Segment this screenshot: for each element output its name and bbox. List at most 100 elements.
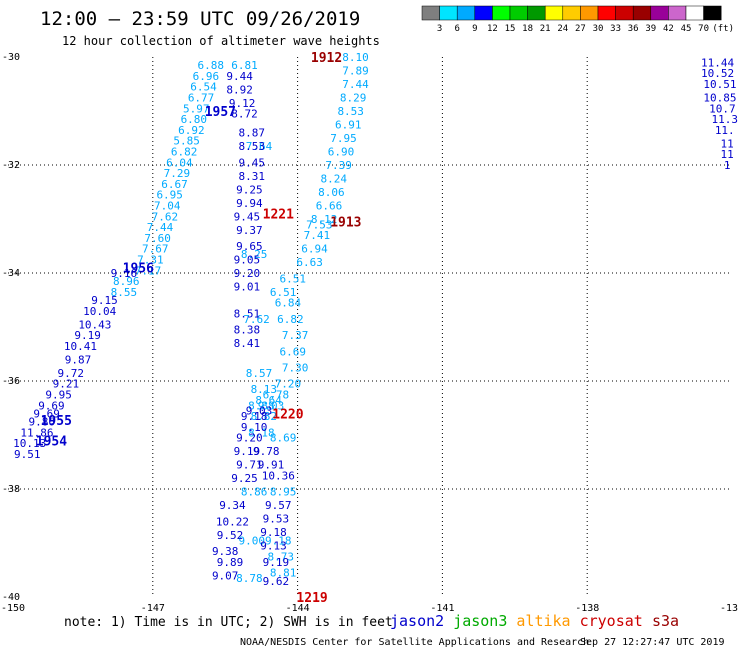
swh-value: 9.38 [212, 545, 239, 558]
swh-value: 8.31 [238, 170, 265, 183]
swh-value: 10.7 [709, 102, 736, 115]
swh-value: 6.04 [166, 156, 193, 169]
colorbar-swatch [527, 5, 546, 21]
y-tick-label: -38 [2, 484, 20, 495]
swh-value: 6.78 [263, 389, 290, 402]
swh-value: 8.73 [267, 551, 294, 564]
swh-value: 9.18 [265, 534, 292, 547]
legend-entry-jason3: jason3 [453, 612, 507, 630]
swh-value: 9.45 [234, 210, 261, 223]
swh-value: 8.53 [337, 105, 364, 118]
colorbar-tick-label: 45 [681, 24, 692, 34]
colorbar-swatch [580, 5, 599, 21]
colorbar-swatch [597, 5, 616, 21]
swh-value: 8.38 [234, 324, 261, 337]
swh-value: 11 [721, 148, 734, 161]
track-id-label: 1221 [263, 208, 294, 223]
swh-value: 6.81 [231, 59, 258, 72]
swh-value: 9.18 [260, 526, 287, 539]
swh-value: 9.07 [212, 569, 239, 582]
swh-value: 8.86 [241, 486, 268, 499]
swh-value: 9.71 [236, 459, 263, 472]
colorbar-tick-label: 39 [645, 24, 656, 34]
swh-value: 8.29 [340, 92, 367, 105]
colorbar-tick-label: 6 [454, 24, 459, 34]
swh-value: 1 [724, 159, 731, 172]
colorbar-tick-label: 15 [505, 24, 516, 34]
swh-value: 8.12 [311, 213, 338, 226]
swh-value: 9.69 [33, 407, 60, 420]
swh-value: 6.82 [277, 313, 304, 326]
colorbar-swatch [544, 5, 564, 21]
footer-note: note: 1) Time is in UTC; 2) SWH is in fe… [64, 615, 393, 630]
swh-value: 6.63 [296, 256, 323, 269]
swh-value: 10.43 [78, 318, 111, 331]
colorbar-swatch [615, 5, 634, 21]
legend-entry-cryosat: cryosat [580, 612, 643, 630]
colorbar-swatch [492, 5, 511, 21]
satellite-legend: jason2 jason3 altika cryosat s3a [390, 612, 679, 630]
swh-value: 10.85 [703, 92, 736, 105]
x-tick-label: -147 [141, 603, 165, 614]
colorbar-tick-label: 33 [610, 24, 621, 34]
swh-value: 8.10 [342, 51, 369, 64]
colorbar-legend: 3 6 9 12 15 18 21 24 27 30 33 36 39 42 45 70 (ft) [421, 5, 734, 34]
swh-value: 10.36 [262, 470, 295, 483]
swh-value: 5.97 [183, 102, 210, 115]
swh-value: 7.44 [147, 221, 174, 234]
swh-value: 9.21 [53, 378, 80, 391]
track-id-label: 1957 [205, 105, 236, 120]
colorbar-swatch [421, 5, 440, 21]
swh-value: 9.25 [236, 183, 263, 196]
legend-entry-altika: altika [516, 612, 570, 630]
swh-value: 9.10 [241, 421, 268, 434]
colorbar-unit-label: (ft) [712, 24, 734, 34]
y-tick-label: -40 [2, 592, 20, 603]
swh-value: 8.55 [111, 286, 138, 299]
swh-value: 7.04 [154, 200, 181, 213]
swh-value: 8.18 [248, 426, 275, 439]
swh-value: 8.25 [241, 248, 268, 261]
x-tick-label: -138 [575, 603, 599, 614]
y-tick-label: -32 [2, 160, 20, 171]
swh-value: 7.17 [135, 264, 162, 277]
swh-value: 9.57 [265, 499, 292, 512]
swh-value: 9.95 [45, 389, 72, 402]
colorbar-swatch [703, 5, 722, 21]
swh-value: 9.62 [263, 575, 290, 588]
swh-value: 6.84 [275, 297, 302, 310]
swh-value: 9.91 [258, 459, 285, 472]
swh-value: 8.72 [231, 108, 258, 121]
swh-value: 6.69 [280, 345, 307, 358]
swh-value: 9.19 [234, 445, 261, 458]
swh-value: 10.22 [216, 515, 249, 528]
swh-value: 7.41 [304, 229, 331, 242]
swh-value: 9.05 [234, 254, 261, 267]
track-id-label: 1954 [36, 434, 67, 449]
swh-value: 9.65 [236, 240, 263, 253]
colorbar-swatch [509, 5, 528, 21]
swh-value: 6.90 [328, 146, 355, 159]
swh-value: 6.96 [193, 70, 220, 83]
colorbar-tick-label: 30 [593, 24, 604, 34]
swh-value: 7.53 [306, 218, 333, 231]
y-tick-label: -30 [2, 52, 20, 63]
swh-value: 6.95 [156, 189, 183, 202]
swh-value: 6.51 [280, 272, 307, 285]
swh-value: 9.16 [111, 267, 138, 280]
chart-title: 12:00 – 23:59 UTC 09/26/2019 [40, 8, 360, 30]
colorbar-tick-label: 27 [575, 24, 586, 34]
swh-value: 8.24 [321, 173, 348, 186]
swh-value: 8.82 [251, 410, 278, 423]
swh-value: 7.62 [152, 210, 179, 223]
footer-credit: NOAA/NESDIS Center for Satellite Applica… [240, 637, 589, 648]
swh-value: 8.57 [246, 367, 273, 380]
swh-value: 9.89 [217, 556, 244, 569]
swh-value: 9.12 [229, 97, 256, 110]
swh-value: 7.89 [342, 65, 369, 78]
swh-value: 7.44 [342, 78, 369, 91]
legend-entry-jason2: jason2 [390, 612, 444, 630]
track-labels: 1912 1957 1221 1913 1956 1220 1955 1954 1219 [36, 51, 362, 606]
swh-value: 6.66 [316, 200, 343, 213]
swh-value: 8.64 [255, 394, 282, 407]
